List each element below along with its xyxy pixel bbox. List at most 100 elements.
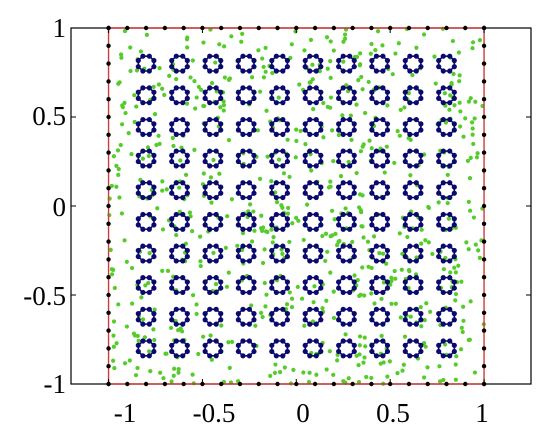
ring-point bbox=[413, 321, 419, 327]
ring-point bbox=[313, 131, 319, 137]
ring-point bbox=[207, 163, 213, 169]
ring-point bbox=[146, 211, 152, 218]
ring-point bbox=[318, 222, 324, 228]
interior-point bbox=[111, 333, 116, 338]
interior-point bbox=[296, 218, 301, 223]
interior-point bbox=[119, 211, 125, 216]
ring-point bbox=[402, 216, 408, 222]
ring-point bbox=[280, 306, 286, 312]
ring-point bbox=[402, 184, 408, 190]
interior-point bbox=[395, 371, 400, 376]
ring-point bbox=[413, 53, 419, 59]
ring-point bbox=[246, 100, 253, 106]
ring-point bbox=[436, 342, 442, 348]
ring-point bbox=[284, 279, 291, 285]
ring-point bbox=[351, 57, 357, 64]
ring-point bbox=[413, 100, 419, 106]
interior-point bbox=[146, 280, 151, 286]
ring-point bbox=[340, 338, 346, 344]
ring-point bbox=[451, 64, 457, 70]
ring-point bbox=[440, 53, 446, 59]
interior-point bbox=[116, 172, 121, 177]
interior-point bbox=[157, 66, 162, 71]
ring-point bbox=[280, 68, 286, 74]
ring-point bbox=[173, 243, 179, 249]
ring-point bbox=[436, 89, 442, 95]
interior-point bbox=[379, 333, 384, 338]
interior-point bbox=[268, 373, 273, 378]
interior-point bbox=[453, 377, 458, 382]
ring-point bbox=[436, 222, 442, 228]
ring-point bbox=[369, 121, 375, 127]
interior-point bbox=[357, 334, 363, 339]
ring-outline bbox=[204, 340, 222, 357]
ring-point bbox=[302, 279, 308, 285]
ring-outline bbox=[170, 150, 189, 167]
ring-point bbox=[202, 342, 208, 348]
interior-point bbox=[282, 365, 287, 370]
ring-outline bbox=[337, 340, 356, 357]
ring-point bbox=[351, 190, 357, 196]
boundary-point bbox=[406, 381, 412, 387]
ring-outline bbox=[204, 55, 222, 72]
interior-point bbox=[423, 238, 428, 243]
ring-point bbox=[202, 216, 208, 222]
ring-point bbox=[307, 131, 313, 137]
ring-point bbox=[318, 64, 324, 70]
ring-point bbox=[184, 285, 190, 291]
interior-point bbox=[472, 370, 478, 375]
ring-outline bbox=[237, 308, 255, 325]
interior-point bbox=[287, 174, 292, 179]
interior-point bbox=[369, 291, 374, 296]
ring-outline bbox=[337, 118, 356, 136]
ring-point bbox=[280, 353, 286, 359]
ring-point bbox=[336, 95, 342, 101]
ring-point bbox=[180, 275, 186, 281]
ring-point bbox=[369, 222, 375, 228]
ring-point bbox=[451, 158, 457, 165]
interior-point bbox=[143, 283, 148, 288]
ring-point bbox=[440, 100, 446, 106]
ring-point bbox=[146, 116, 152, 123]
interior-point bbox=[458, 124, 463, 129]
ring-point bbox=[418, 222, 424, 228]
interior-point bbox=[192, 147, 197, 153]
interior-point bbox=[209, 200, 214, 205]
ring-point bbox=[284, 95, 291, 101]
ring-point bbox=[436, 184, 442, 190]
interior-point bbox=[140, 317, 146, 322]
ring-point bbox=[384, 121, 391, 127]
interior-point bbox=[280, 251, 285, 257]
ring-point bbox=[407, 243, 413, 249]
ring-point bbox=[135, 216, 141, 222]
interior-point bbox=[327, 349, 332, 354]
interior-point bbox=[190, 58, 195, 63]
ring-point bbox=[418, 285, 424, 291]
interior-point bbox=[421, 32, 427, 37]
ring-point bbox=[280, 275, 286, 281]
ring-point bbox=[251, 64, 257, 70]
ring-point bbox=[380, 53, 386, 59]
y-tick-labels: 1 0.5 0 -0.5 -1 bbox=[23, 13, 66, 399]
interior-point bbox=[274, 200, 280, 205]
ring-point bbox=[240, 68, 246, 74]
ring-point bbox=[269, 348, 275, 355]
ring-point bbox=[447, 353, 453, 359]
ring-point bbox=[418, 184, 424, 190]
ring-point bbox=[180, 148, 186, 154]
interior-point bbox=[324, 35, 330, 40]
ring-outline bbox=[237, 150, 255, 167]
interior-point bbox=[119, 55, 124, 60]
interior-point bbox=[372, 301, 377, 306]
ring-point bbox=[284, 190, 291, 196]
interior-point bbox=[419, 324, 424, 329]
ring-point bbox=[180, 131, 186, 137]
interior-point bbox=[156, 82, 162, 87]
ring-point bbox=[140, 211, 146, 218]
boundary-point bbox=[275, 381, 280, 387]
interior-point bbox=[187, 210, 193, 215]
ring-point bbox=[146, 180, 152, 186]
ring-point bbox=[336, 127, 342, 133]
ring-point bbox=[180, 116, 186, 123]
interior-point bbox=[380, 43, 385, 48]
